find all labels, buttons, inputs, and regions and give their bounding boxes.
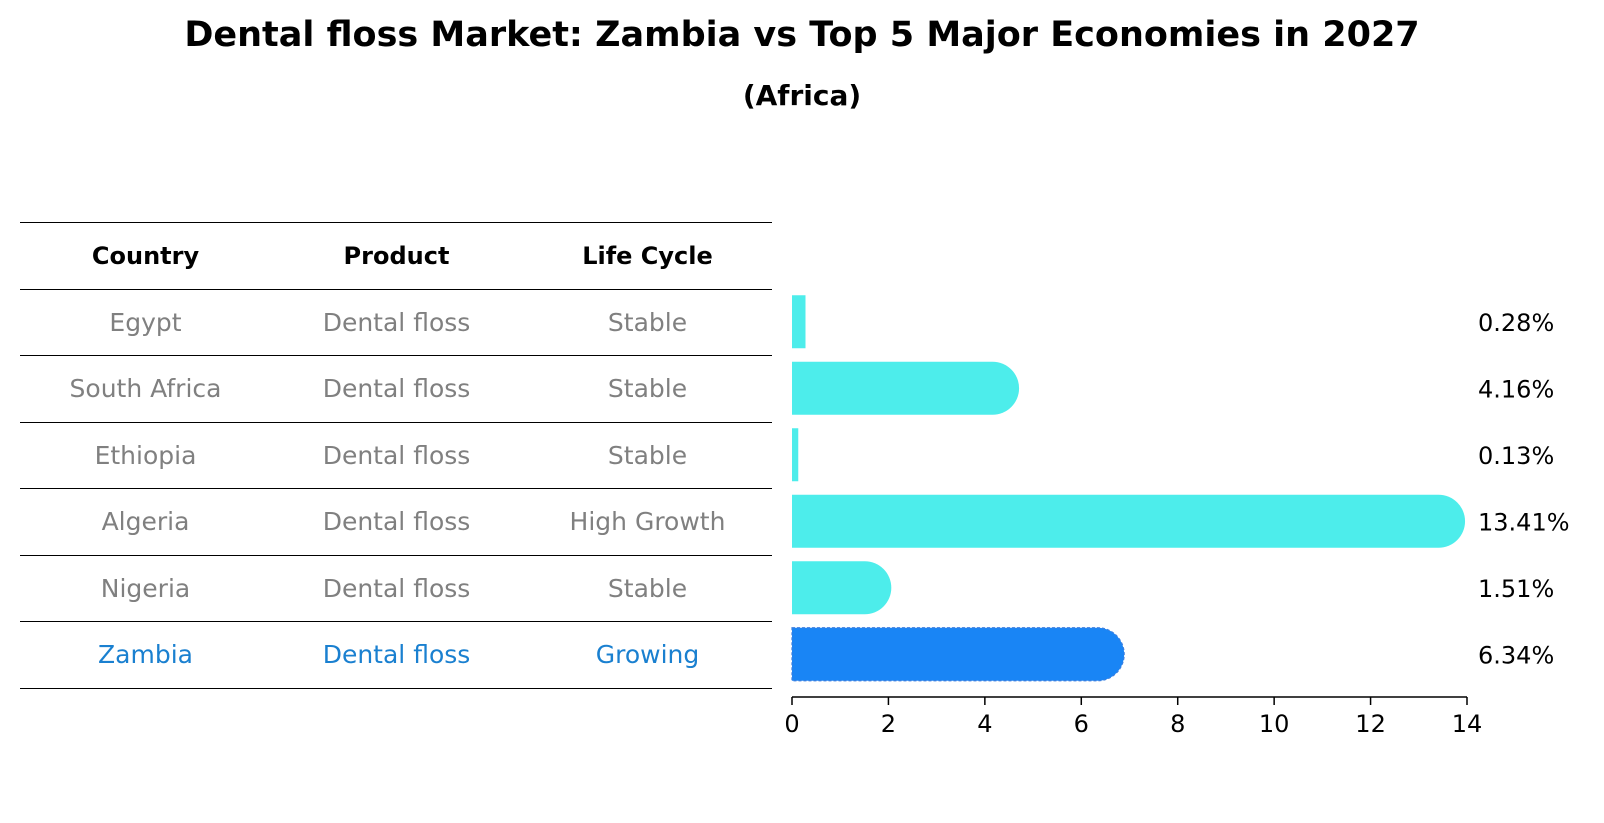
cell-product: Dental floss (322, 307, 471, 337)
cell-country: Algeria (101, 507, 190, 537)
table-header-row: Country Product Life Cycle (20, 222, 772, 289)
x-tick-label: 14 (1452, 710, 1483, 738)
bar-value-label: 1.51% (1478, 575, 1554, 603)
table-row: Algeria Dental floss High Growth (20, 488, 772, 555)
cell-country: Zambia (98, 640, 193, 670)
table-row: Ethiopia Dental floss Stable (20, 421, 772, 489)
bar-egypt (792, 295, 806, 349)
cell-country: Nigeria (100, 573, 191, 603)
table-row: Egypt Dental floss Stable (20, 288, 772, 356)
table-row: Zambia Dental floss Growing (20, 621, 772, 689)
bar-south-africa (792, 361, 1020, 415)
cell-country: South Africa (69, 374, 222, 404)
x-tick-label: 10 (1259, 710, 1290, 738)
bar-nigeria (792, 561, 892, 615)
market-table: Country Product Life Cycle Egypt Dental … (20, 222, 772, 689)
x-tick-label: 12 (1355, 710, 1386, 738)
bar-value-label: 0.28% (1478, 309, 1554, 337)
cell-life-cycle: Stable (607, 440, 688, 470)
cell-product: Dental floss (322, 374, 471, 404)
cell-life-cycle: Stable (607, 307, 688, 337)
header-life-cycle: Life Cycle (582, 241, 713, 270)
chart-subtitle: (Africa) (742, 79, 862, 112)
cell-life-cycle: Stable (607, 374, 688, 404)
x-tick-label: 0 (784, 710, 799, 738)
x-tick-label: 4 (977, 710, 992, 738)
bar-algeria (792, 494, 1466, 548)
chart-title: Dental floss Market: Zambia vs Top 5 Maj… (184, 15, 1420, 55)
x-tick-label: 2 (881, 710, 896, 738)
bar-value-label: 4.16% (1478, 375, 1554, 403)
x-tick-label: 6 (1074, 710, 1089, 738)
cell-life-cycle: Stable (607, 573, 688, 603)
bar-zambia (791, 627, 1125, 682)
cell-product: Dental floss (322, 640, 471, 670)
x-tick-label: 8 (1170, 710, 1185, 738)
header-country: Country (91, 241, 200, 270)
header-product: Product (343, 241, 450, 270)
cell-product: Dental floss (322, 573, 471, 603)
bar-value-label: 0.13% (1478, 442, 1554, 470)
cell-product: Dental floss (322, 507, 471, 537)
cell-life-cycle: Growing (595, 640, 700, 670)
table-row: South Africa Dental floss Stable (20, 355, 772, 422)
cell-country: Egypt (109, 307, 182, 337)
cell-life-cycle: High Growth (569, 507, 726, 537)
cell-country: Ethiopia (94, 440, 197, 470)
bar-value-label: 13.41% (1478, 508, 1570, 536)
bar-value-label: 6.34% (1478, 641, 1554, 669)
table-row: Nigeria Dental floss Stable (20, 554, 772, 622)
bar-ethiopia (792, 428, 799, 482)
cell-product: Dental floss (322, 440, 471, 470)
